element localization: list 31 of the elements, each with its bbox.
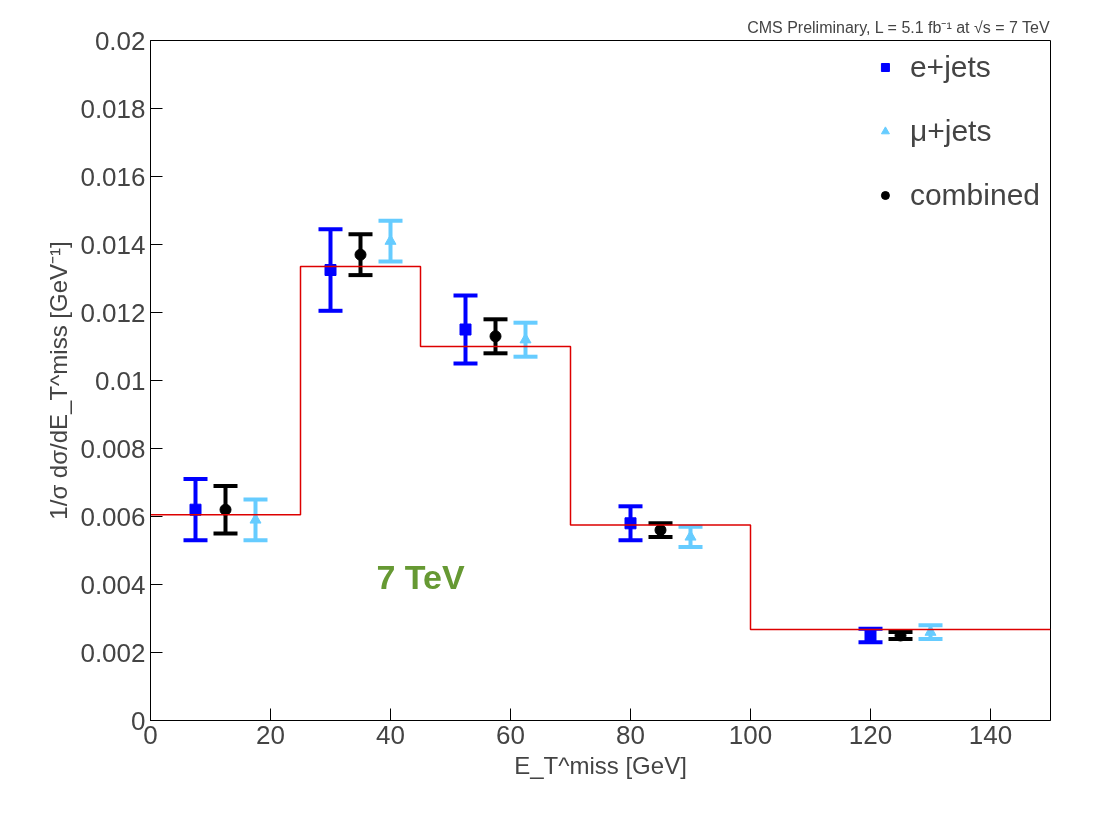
legend-label: combined bbox=[909, 178, 1040, 212]
point bbox=[324, 264, 337, 276]
point bbox=[189, 503, 202, 516]
x-tick-label: 80 bbox=[616, 719, 645, 750]
x-axis-title: E_T^miss [GeV] bbox=[514, 751, 687, 779]
legend-label: μ+jets bbox=[909, 114, 992, 148]
y-tick-label: 0.02 bbox=[94, 25, 146, 56]
point bbox=[864, 629, 877, 642]
point bbox=[219, 503, 232, 516]
x-tick-label: 20 bbox=[256, 719, 285, 750]
y-tick-label: 0.01 bbox=[94, 365, 146, 396]
y-tick-label: 0.014 bbox=[80, 229, 146, 260]
x-tick-label: 40 bbox=[376, 719, 405, 750]
y-axis-title: 1/σ dσ/dE_T^miss [GeV⁻¹] bbox=[45, 241, 73, 520]
y-tick-label: 0.002 bbox=[80, 637, 146, 668]
y-tick-label: 0.004 bbox=[80, 569, 146, 600]
point bbox=[489, 330, 502, 343]
annotation: 7 TeV bbox=[376, 557, 465, 596]
y-tick-label: 0.006 bbox=[80, 501, 146, 532]
x-tick-label: 140 bbox=[968, 719, 1013, 750]
y-tick-label: 0.018 bbox=[80, 93, 146, 124]
chart-title: CMS Preliminary, L = 5.1 fb⁻¹ at √s = 7 TeV bbox=[747, 18, 1050, 36]
x-tick-label: 60 bbox=[496, 719, 525, 750]
point bbox=[354, 248, 367, 261]
y-tick-label: 0.012 bbox=[80, 297, 146, 328]
x-tick-label: 120 bbox=[848, 719, 893, 750]
point bbox=[459, 323, 472, 336]
y-tick-label: 0.008 bbox=[80, 433, 146, 464]
legend-label: e+jets bbox=[909, 50, 991, 84]
y-tick-label: 0.016 bbox=[80, 161, 146, 192]
x-tick-label: 100 bbox=[728, 719, 773, 750]
